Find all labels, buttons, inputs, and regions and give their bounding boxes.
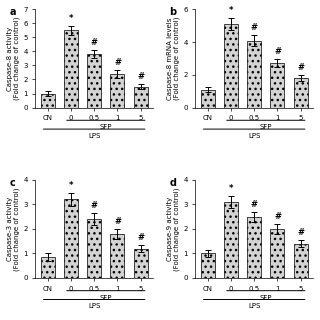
Text: SFP: SFP	[100, 295, 112, 300]
Bar	[64, 199, 78, 278]
Bar	[294, 244, 308, 278]
Bar	[110, 234, 124, 278]
Y-axis label: Caspase-9 activity
(Fold change of control): Caspase-9 activity (Fold change of contr…	[167, 187, 180, 271]
Text: #: #	[137, 233, 144, 242]
Text: SFP: SFP	[100, 124, 112, 130]
Text: #: #	[274, 47, 281, 56]
Text: d: d	[170, 178, 176, 188]
Bar	[134, 249, 148, 278]
Text: *: *	[229, 6, 233, 15]
Text: *: *	[69, 181, 73, 190]
Bar	[270, 63, 284, 108]
Bar	[201, 253, 215, 278]
Text: b: b	[170, 7, 177, 18]
Text: LPS: LPS	[88, 303, 100, 309]
Bar	[87, 54, 101, 108]
Bar	[224, 202, 238, 278]
Bar	[270, 229, 284, 278]
Text: SFP: SFP	[260, 124, 272, 130]
Bar	[224, 24, 238, 108]
Text: #: #	[114, 58, 121, 67]
Bar	[64, 30, 78, 108]
Y-axis label: Caspase-3 activity
(Fold change of control): Caspase-3 activity (Fold change of contr…	[7, 187, 20, 271]
Text: #: #	[91, 201, 98, 210]
Bar	[247, 41, 261, 108]
Text: SFP: SFP	[260, 295, 272, 300]
Bar	[87, 219, 101, 278]
Text: *: *	[69, 14, 73, 23]
Text: #: #	[251, 23, 258, 32]
Y-axis label: Caspase-8 activity
(Fold change of control): Caspase-8 activity (Fold change of contr…	[7, 17, 20, 100]
Bar	[41, 93, 55, 108]
Bar	[294, 78, 308, 108]
Text: LPS: LPS	[248, 303, 260, 309]
Text: LPS: LPS	[88, 133, 100, 139]
Text: #: #	[91, 38, 98, 47]
Bar	[201, 90, 215, 108]
Text: a: a	[10, 7, 16, 18]
Text: #: #	[297, 63, 304, 72]
Bar	[247, 217, 261, 278]
Text: *: *	[229, 184, 233, 193]
Text: #: #	[251, 200, 258, 209]
Text: #: #	[297, 228, 304, 237]
Text: #: #	[137, 72, 144, 81]
Bar	[41, 257, 55, 278]
Bar	[110, 74, 124, 108]
Text: LPS: LPS	[248, 133, 260, 139]
Text: c: c	[10, 178, 15, 188]
Text: #: #	[274, 212, 281, 221]
Bar	[134, 86, 148, 108]
Text: #: #	[114, 217, 121, 226]
Y-axis label: Caspase-8 mRNA levels
(Fold change of control): Caspase-8 mRNA levels (Fold change of co…	[167, 17, 180, 100]
